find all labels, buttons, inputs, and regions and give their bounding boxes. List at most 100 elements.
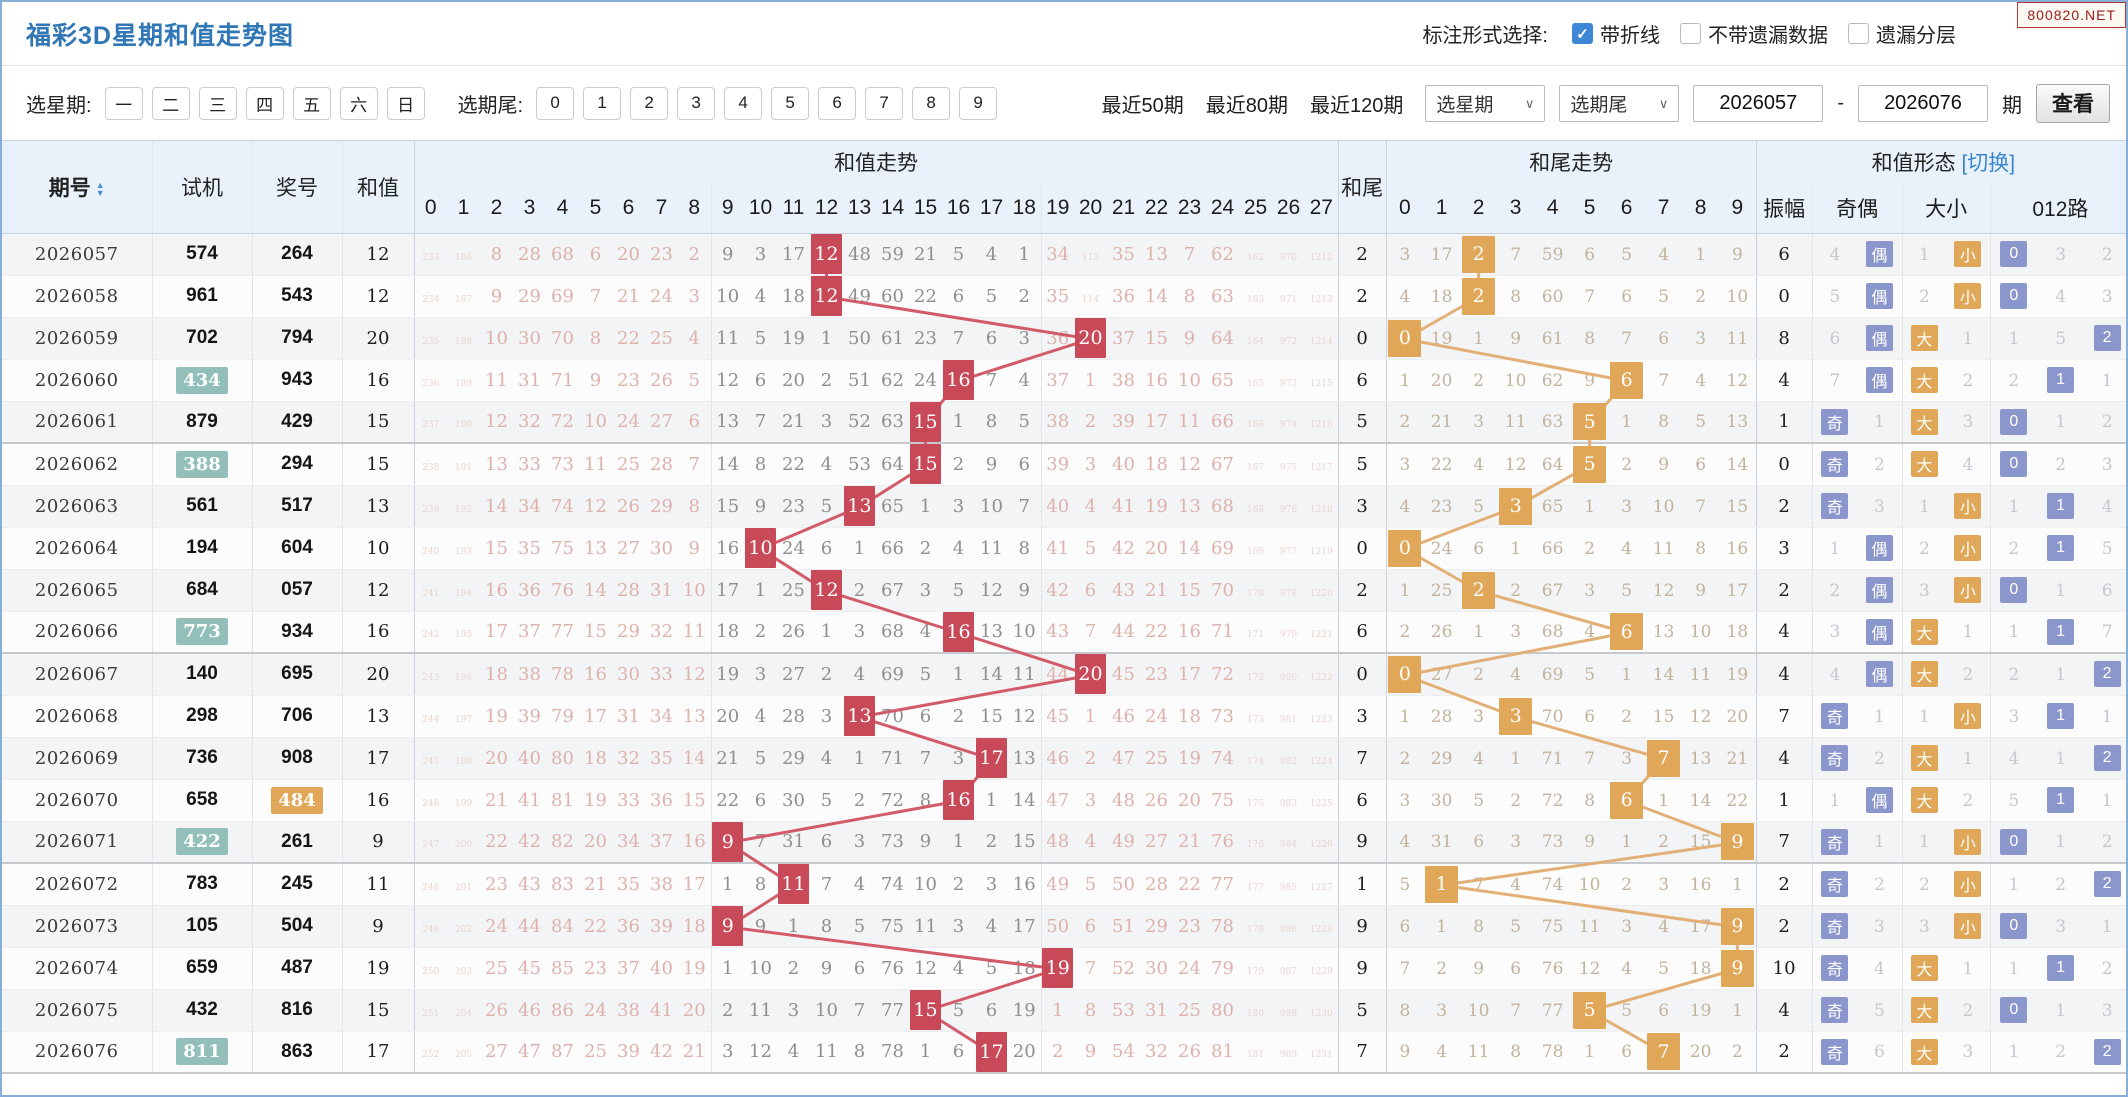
sum-miss-value: 35	[650, 747, 673, 769]
sum-hit-badge: 17	[976, 1031, 1007, 1072]
tail-miss-value: 8	[1695, 538, 1707, 559]
sum-miss-value: 8	[1084, 999, 1097, 1021]
sum-trend-cell: 34	[1040, 233, 1074, 276]
search-button[interactable]: 查看	[2036, 83, 2110, 123]
sum-col-header: 12	[810, 183, 843, 234]
sum-trend-cell: 186	[447, 233, 480, 276]
sum-miss-value: 84	[551, 915, 574, 937]
sum-col-header: 21	[1107, 183, 1140, 234]
checkbox-icon[interactable]	[1848, 23, 1869, 44]
sum-miss-value: 980	[1279, 672, 1298, 683]
odd-cell: 4	[1811, 233, 1858, 276]
tail-miss-value: 13	[1726, 412, 1749, 433]
sum-miss-value: 6	[919, 705, 932, 727]
tailnum-chip[interactable]: 4	[724, 86, 763, 120]
sum-trend-cell: 37	[645, 821, 678, 864]
sum-miss-value: 4	[1084, 495, 1097, 517]
road-miss-value: 1	[2008, 496, 2020, 517]
prize-number-cell: 706	[251, 695, 342, 738]
sum-trend-cell: 23	[645, 233, 678, 276]
tail-trend-cell: 5	[1460, 485, 1498, 528]
range-from-input[interactable]	[1693, 84, 1824, 122]
sum-trend-cell: 14	[1008, 779, 1041, 822]
tailnum-chip[interactable]: 0	[536, 86, 575, 120]
road-badge: 2	[2093, 325, 2121, 351]
sum-miss-value: 238	[422, 462, 440, 473]
sum-miss-value: 7	[919, 747, 932, 769]
recent-range-link[interactable]: 最近50期	[1101, 94, 1184, 117]
sum-miss-value: 17	[584, 705, 607, 727]
week-chip[interactable]: 五	[292, 86, 331, 120]
sum-trend-cell: 6	[975, 989, 1008, 1032]
even-badge: 偶	[1865, 661, 1893, 688]
sum-miss-value: 14	[1012, 789, 1036, 811]
sum-miss-value: 2	[952, 453, 965, 475]
week-chip[interactable]: 一	[104, 86, 143, 120]
tailnum-chip[interactable]: 6	[818, 86, 857, 120]
sum-trend-cell: 33	[612, 779, 645, 822]
sum-miss-value: 203	[454, 966, 473, 977]
sum-trend-cell: 48	[1107, 779, 1140, 822]
sort-icon[interactable]	[96, 181, 105, 197]
sum-miss-value: 68	[881, 621, 904, 643]
sum-miss-value: 5	[1084, 537, 1097, 559]
sum-trend-cell: 38	[513, 653, 546, 696]
tailnum-chip[interactable]: 5	[771, 86, 810, 120]
tail-miss-value: 3	[1621, 496, 1633, 517]
sum-trend-cell: 27	[480, 1031, 513, 1074]
week-chip[interactable]: 三	[198, 86, 237, 120]
sum-miss-value: 69	[881, 663, 904, 685]
sum-trend-cell: 41	[1040, 527, 1074, 570]
sum-trend-cell: 3	[810, 401, 843, 444]
tail-miss-value: 9	[1584, 832, 1596, 853]
sum-trend-cell: 114	[1074, 275, 1107, 318]
pattern-toggle-link[interactable]: [切换]	[1961, 152, 2016, 175]
sum-trend-cell: 24	[909, 359, 942, 402]
week-chip[interactable]: 二	[151, 86, 190, 120]
sum-miss-value: 10	[914, 873, 937, 895]
tail-miss-value: 3	[1473, 706, 1485, 727]
tailnum-chip[interactable]: 7	[865, 86, 904, 120]
recent-range-link[interactable]: 最近80期	[1205, 94, 1288, 117]
week-chip[interactable]: 四	[245, 86, 284, 120]
checkbox-icon[interactable]	[1680, 23, 1701, 44]
tail-value-cell: 3	[1337, 695, 1387, 738]
range-to-input[interactable]	[1858, 84, 1988, 122]
tailnum-chip[interactable]: 3	[677, 86, 716, 120]
sum-trend-cell: 20	[1074, 317, 1107, 360]
sum-miss-value: 66	[1211, 411, 1234, 433]
tailnum-chip[interactable]: 9	[959, 86, 998, 120]
sum-miss-value: 81	[1211, 1041, 1234, 1063]
tailnum-chip[interactable]: 8	[912, 86, 951, 120]
tailnum-chip[interactable]: 1	[583, 86, 622, 120]
sum-miss-value: 6	[1018, 453, 1030, 475]
sum-trend-cell: 9	[810, 947, 843, 990]
annotation-checkbox[interactable]: 不带遗漏数据	[1680, 19, 1828, 48]
tail-miss-value: 1	[1584, 496, 1596, 517]
filter-select[interactable]: 选星期	[1425, 84, 1546, 122]
sum-miss-value: 46	[1112, 705, 1135, 727]
sum-miss-value: 12	[716, 369, 740, 391]
sum-trend-cell: 9	[1173, 317, 1206, 360]
sum-value-cell: 16	[341, 611, 414, 654]
tail-trend-cell: 1	[1497, 737, 1535, 780]
sum-trend-cell: 42	[1040, 569, 1074, 612]
week-chip[interactable]: 六	[339, 86, 378, 120]
annotation-checkbox[interactable]: 带折线	[1572, 19, 1660, 48]
sum-trend-cell: 36	[612, 905, 645, 948]
sum-miss-value: 13	[682, 705, 706, 727]
tail-trend-cell: 4	[1423, 1031, 1461, 1074]
road-cell: 0	[1989, 905, 2038, 948]
checkbox-icon[interactable]	[1572, 23, 1593, 44]
road-miss-value: 1	[2008, 622, 2020, 643]
tail-trend-cell: 13	[1682, 737, 1720, 780]
tailnum-chip[interactable]: 2	[630, 86, 669, 120]
filter-select[interactable]: 选期尾	[1559, 84, 1680, 122]
recent-range-link[interactable]: 最近120期	[1309, 94, 1404, 117]
tail-miss-value: 3	[1399, 244, 1411, 265]
week-chip[interactable]: 日	[386, 86, 425, 120]
sum-trend-cell: 46	[1107, 695, 1140, 738]
annotation-checkbox[interactable]: 遗漏分层	[1848, 19, 1956, 48]
tail-miss-value: 1	[1473, 622, 1485, 643]
table-row: 2026064 194 604 10 240 193 15 35 75 13 27 30 9 16 10 24…	[2, 527, 2126, 570]
